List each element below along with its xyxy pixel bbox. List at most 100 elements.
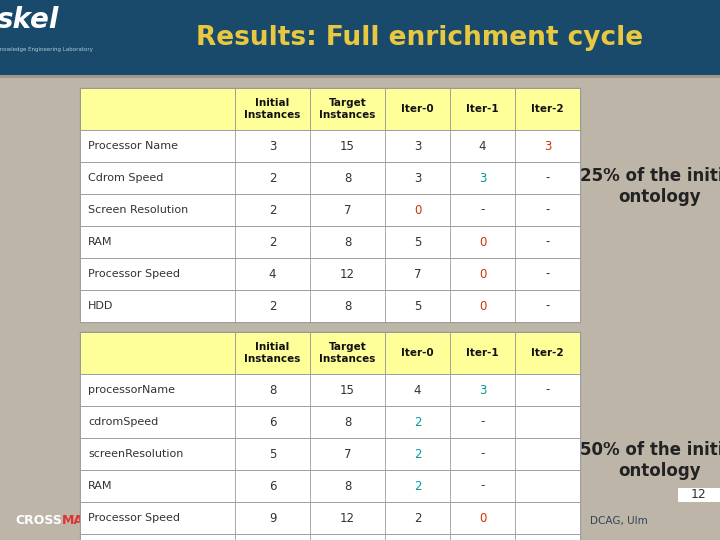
Text: 12: 12	[340, 267, 355, 280]
Text: Iter-0: Iter-0	[401, 348, 434, 358]
Bar	[235, 226, 310, 258]
Text: 15: 15	[340, 139, 355, 152]
Text: Target
Instances: Target Instances	[319, 98, 376, 120]
Bar	[450, 194, 515, 226]
Text: 2: 2	[414, 448, 421, 461]
Bar	[515, 88, 580, 130]
Bar	[450, 290, 515, 322]
Text: -: -	[480, 480, 485, 492]
Bar	[235, 130, 310, 162]
Bar	[80, 88, 580, 322]
Text: 5: 5	[414, 235, 421, 248]
Bar	[235, 470, 310, 502]
Bar	[0, 0, 720, 75]
Bar	[515, 130, 580, 162]
Bar	[385, 162, 450, 194]
Bar	[80, 332, 580, 374]
Bar	[235, 374, 310, 406]
Text: 2: 2	[269, 204, 276, 217]
Bar	[80, 406, 235, 438]
Text: Processor Name: Processor Name	[88, 141, 178, 151]
Text: -: -	[480, 448, 485, 461]
Text: Screen Resolution: Screen Resolution	[88, 205, 188, 215]
Bar	[235, 194, 310, 226]
Bar	[80, 502, 235, 534]
Text: 3: 3	[414, 172, 421, 185]
Bar	[235, 438, 310, 470]
Text: 0: 0	[479, 235, 486, 248]
Bar	[80, 332, 235, 374]
Bar	[80, 226, 580, 258]
Bar	[678, 488, 720, 502]
Bar	[515, 438, 580, 470]
Text: 0: 0	[479, 267, 486, 280]
Text: -: -	[545, 172, 549, 185]
Text: 7: 7	[343, 448, 351, 461]
Bar	[515, 290, 580, 322]
Text: 6: 6	[269, 415, 276, 429]
Text: 7: 7	[414, 267, 421, 280]
Text: DCAG, Ulm: DCAG, Ulm	[590, 516, 648, 526]
Text: 4: 4	[269, 267, 276, 280]
Text: 2: 2	[269, 300, 276, 313]
Text: 15: 15	[340, 383, 355, 396]
Text: 2: 2	[414, 511, 421, 524]
Bar	[450, 162, 515, 194]
Bar	[310, 406, 385, 438]
Text: 0: 0	[414, 204, 421, 217]
Bar	[80, 226, 235, 258]
Text: 5: 5	[414, 300, 421, 313]
Bar	[0, 75, 720, 78]
Text: MARC: MARC	[62, 515, 103, 528]
Bar	[80, 258, 580, 290]
Bar	[310, 194, 385, 226]
Bar	[235, 88, 310, 130]
Bar	[450, 534, 515, 540]
Text: 8: 8	[344, 172, 351, 185]
Bar	[235, 534, 310, 540]
Text: -: -	[545, 267, 549, 280]
Text: Software & Knowledge Engineering Laboratory: Software & Knowledge Engineering Laborat…	[0, 48, 92, 52]
Text: 2: 2	[414, 480, 421, 492]
Bar	[450, 502, 515, 534]
Text: 8: 8	[344, 235, 351, 248]
Text: 2: 2	[414, 415, 421, 429]
Bar	[80, 534, 580, 540]
Text: 0: 0	[479, 511, 486, 524]
Text: -: -	[545, 300, 549, 313]
Bar	[235, 406, 310, 438]
Bar	[80, 374, 235, 406]
Bar	[80, 162, 580, 194]
Bar	[80, 332, 580, 540]
Bar	[80, 406, 580, 438]
Text: -: -	[545, 204, 549, 217]
Text: RAM: RAM	[88, 237, 112, 247]
Bar	[310, 290, 385, 322]
Bar	[515, 332, 580, 374]
Bar	[235, 332, 310, 374]
Text: 6: 6	[269, 480, 276, 492]
Bar	[385, 226, 450, 258]
Bar	[450, 374, 515, 406]
Text: processorName: processorName	[88, 385, 175, 395]
Bar	[515, 406, 580, 438]
Bar	[385, 290, 450, 322]
Bar	[385, 194, 450, 226]
Text: Processor Speed: Processor Speed	[88, 513, 180, 523]
Bar	[80, 130, 235, 162]
Bar	[80, 194, 235, 226]
Bar	[310, 258, 385, 290]
Text: 12: 12	[691, 489, 707, 502]
Bar	[515, 162, 580, 194]
Text: Target
Instances: Target Instances	[319, 342, 376, 364]
Bar	[80, 438, 580, 470]
Bar	[0, 502, 720, 540]
Text: 8: 8	[269, 383, 276, 396]
Bar	[80, 290, 580, 322]
Text: Maintaining Information Integration: Maintaining Information Integration	[270, 516, 456, 526]
Bar	[515, 534, 580, 540]
Text: 3: 3	[479, 383, 486, 396]
Bar	[310, 502, 385, 534]
Bar	[80, 534, 235, 540]
Bar	[515, 258, 580, 290]
